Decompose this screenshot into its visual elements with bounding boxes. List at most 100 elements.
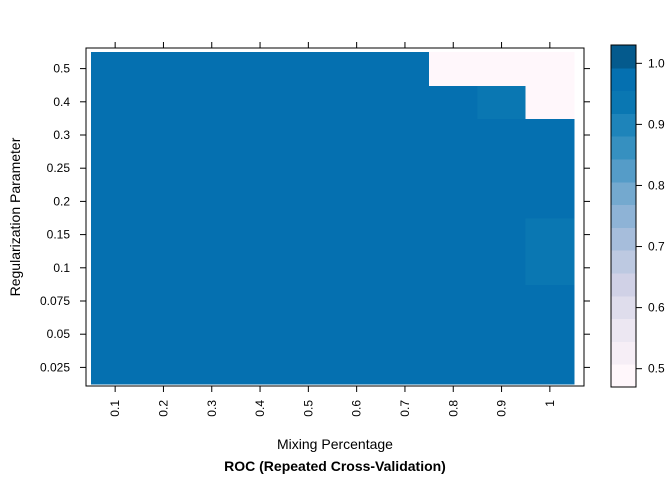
heatmap-cell — [139, 317, 189, 352]
heatmap-cell — [139, 151, 189, 186]
heatmap-cell — [91, 251, 140, 285]
x-tick-label: 0.1 — [108, 400, 122, 417]
heatmap-cell — [477, 151, 527, 186]
heatmap-cell — [380, 118, 430, 153]
heatmap-cell — [284, 85, 334, 119]
y-axis-title: Regularization Parameter — [7, 137, 23, 296]
x-tick-label: 0.5 — [301, 400, 315, 417]
colorbar-swatch — [611, 227, 636, 251]
heatmap-cell — [139, 218, 189, 252]
heatmap-cell — [91, 317, 140, 352]
heatmap-cell — [284, 184, 334, 219]
colorbar-tick-label: 0.8 — [648, 178, 665, 192]
heatmap-cell — [332, 118, 382, 153]
colorbar-swatch — [611, 136, 636, 160]
heatmap-cell — [332, 284, 382, 319]
heatmap-cell — [284, 284, 334, 319]
x-tick-label: 0.4 — [253, 400, 267, 417]
x-axis: 0.1 0.2 0.3 0.4 0.5 0.6 0.7 0.8 0.9 1 — [108, 42, 557, 417]
x-tick-label: 0.2 — [156, 400, 170, 417]
heatmap-cell — [284, 151, 334, 186]
colorbar-swatch — [611, 159, 636, 183]
x-tick-label: 1 — [543, 400, 557, 407]
y-tick-label: 0.1 — [53, 261, 70, 275]
heatmap-cell — [429, 85, 478, 119]
heatmap-cell — [477, 52, 527, 86]
y-tick-label: 0.3 — [53, 128, 70, 142]
colorbar-tick-label: 1.0 — [648, 56, 665, 70]
heatmap-cell — [477, 218, 527, 252]
heatmap-cell — [139, 52, 189, 86]
heatmap-cell — [284, 251, 334, 285]
x-tick-label: 0.8 — [446, 400, 460, 417]
heatmap-cell — [380, 251, 430, 285]
heatmap-cell — [187, 251, 237, 285]
heatmap-cell — [429, 251, 478, 285]
heatmap-cell — [91, 85, 140, 119]
heatmap-cell — [380, 284, 430, 319]
y-tick-label: 0.075 — [40, 294, 70, 308]
heatmap-cell — [187, 218, 237, 252]
y-axis: 0.025 0.05 0.075 0.1 0.15 0.2 0.25 0.3 0.4 0.5 — [40, 62, 590, 374]
x-tick-label: 0.3 — [205, 400, 219, 417]
heatmap-cell — [235, 317, 285, 352]
heatmap-cell — [380, 317, 430, 352]
colorbar-swatch — [611, 113, 636, 137]
heatmap-cell — [284, 52, 334, 86]
heatmap-cell — [139, 350, 189, 385]
heatmap-cell — [139, 184, 189, 219]
heatmap-cell — [235, 350, 285, 385]
heatmap-cell — [525, 85, 575, 119]
heatmap-cell — [380, 184, 430, 219]
heatmap-cell — [235, 251, 285, 285]
y-tick-label: 0.25 — [47, 161, 71, 175]
heatmap-cell — [477, 251, 527, 285]
heatmap-cell — [429, 184, 478, 219]
heatmap-cell — [139, 118, 189, 153]
colorbar-swatch — [611, 45, 636, 69]
heatmap-cell — [235, 52, 285, 86]
heatmap-cell — [525, 317, 575, 352]
colorbar-tick-label: 0.5 — [648, 362, 665, 376]
heatmap-cell — [187, 317, 237, 352]
colorbar-swatch — [611, 364, 636, 388]
plot-frame — [85, 47, 585, 387]
y-tick-label: 0.4 — [53, 95, 70, 109]
y-tick-label: 0.15 — [47, 228, 71, 242]
colorbar-swatch — [611, 318, 636, 342]
heatmap-cells — [91, 52, 575, 385]
colorbar-tick-label: 0.7 — [648, 240, 665, 254]
heatmap-cell — [187, 85, 237, 119]
heatmap-cell — [91, 218, 140, 252]
y-tick-label: 0.025 — [40, 360, 70, 374]
y-tick-label: 0.2 — [53, 194, 70, 208]
colorbar-swatch — [611, 273, 636, 297]
x-tick-label: 0.6 — [350, 400, 364, 417]
heatmap-cell — [380, 350, 430, 385]
heatmap-cell — [332, 184, 382, 219]
heatmap-cell — [332, 350, 382, 385]
heatmap-cell — [380, 218, 430, 252]
heatmap-cell — [187, 350, 237, 385]
heatmap-cell — [332, 85, 382, 119]
heatmap-cell — [139, 284, 189, 319]
colorbar-tick-label: 0.6 — [648, 301, 665, 315]
heatmap-cell — [380, 85, 430, 119]
colorbar-swatch — [611, 295, 636, 320]
heatmap-cell — [187, 118, 237, 153]
colorbar-tick-label: 0.9 — [648, 117, 665, 131]
heatmap-cell — [139, 85, 189, 119]
heatmap-cell — [235, 218, 285, 252]
heatmap-cell — [477, 284, 527, 319]
heatmap-cell — [91, 151, 140, 186]
heatmap-cell — [429, 52, 478, 86]
heatmap-cell — [429, 284, 478, 319]
heatmap-cell — [429, 350, 478, 385]
heatmap-cell — [91, 52, 140, 86]
x-tick-label: 0.9 — [495, 400, 509, 417]
heatmap-cell — [477, 184, 527, 219]
heatmap-cell — [284, 350, 334, 385]
heatmap-cell — [380, 52, 430, 86]
heatmap-cell — [525, 284, 575, 319]
